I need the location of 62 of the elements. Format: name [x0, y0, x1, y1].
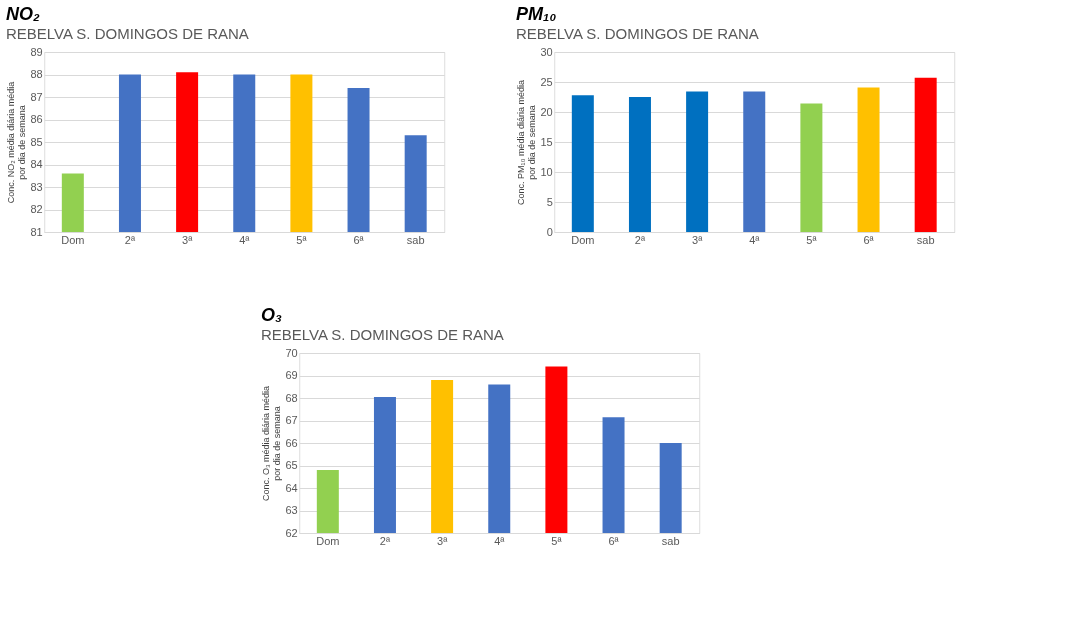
x-tick-label: 5ª — [551, 534, 563, 547]
y-tick-label: 66 — [285, 436, 298, 449]
chart-title: PM₁₀ — [516, 4, 557, 24]
y-tick-label: 30 — [540, 45, 553, 58]
y-axis-title: Conc. O₃ média diária média por dia de semana — [260, 385, 282, 502]
y-tick-label: 20 — [540, 105, 553, 118]
y-tick-label: 63 — [285, 504, 298, 516]
y-tick-label: 86 — [30, 113, 43, 125]
y-tick-label: 87 — [30, 90, 43, 103]
x-tick-label: 3ª — [437, 534, 449, 547]
chart-title: NO₂ — [6, 4, 41, 24]
bar — [857, 87, 880, 232]
y-tick-label: 82 — [30, 203, 43, 215]
y-tick-label: 0 — [546, 225, 553, 238]
x-tick-label: 2ª — [379, 534, 391, 547]
y-tick-label: 84 — [30, 158, 43, 170]
y-tick-label: 25 — [540, 75, 553, 88]
y-tick-label: 68 — [285, 391, 298, 404]
bar — [800, 103, 823, 232]
x-tick-label: 3ª — [692, 233, 704, 246]
y-tick-label: 15 — [540, 135, 553, 148]
bar — [914, 77, 937, 232]
y-tick-label: 81 — [30, 225, 43, 238]
x-tick-label: 6ª — [353, 233, 365, 246]
x-tick-label: sab — [661, 534, 680, 547]
bar — [743, 91, 766, 232]
y-tick-label: 89 — [30, 45, 43, 58]
y-tick-label: 64 — [285, 481, 298, 494]
x-tick-label: 6ª — [608, 534, 620, 547]
y-tick-label: 69 — [285, 369, 298, 381]
y-tick-label: 88 — [30, 68, 43, 80]
bar — [571, 95, 594, 232]
y-tick-label: 10 — [540, 165, 553, 178]
y-axis-title: Conc. PM₁₀ média diária média por dia de semana — [515, 80, 537, 205]
y-tick-label: 5 — [546, 195, 553, 208]
x-tick-label: 4ª — [239, 233, 251, 246]
bar — [686, 91, 709, 232]
chart-title: O₃ — [261, 305, 283, 325]
x-tick-label: sab — [406, 233, 425, 246]
x-tick-label: 2ª — [634, 233, 646, 246]
x-tick-label: 4ª — [749, 233, 761, 246]
chart-subtitle: REBELVA S. DOMINGOS DE RANA — [516, 25, 759, 42]
y-axis-title: Conc. NO₂ média diária média por dia de semana — [5, 81, 27, 204]
x-tick-label: Dom — [316, 534, 340, 547]
chart-subtitle: REBELVA S. DOMINGOS DE RANA — [261, 326, 504, 343]
x-tick-label: Dom — [571, 233, 595, 246]
x-tick-label: sab — [916, 233, 935, 246]
y-tick-label: 65 — [285, 459, 298, 471]
x-tick-label: 4ª — [494, 534, 506, 547]
x-tick-label: Dom — [61, 233, 85, 246]
x-tick-label: 6ª — [863, 233, 875, 246]
y-tick-label: 67 — [285, 414, 298, 426]
x-tick-label: 2ª — [124, 233, 136, 246]
bar — [628, 97, 651, 232]
x-tick-label: 5ª — [296, 233, 308, 246]
y-tick-label: 62 — [285, 526, 298, 539]
chart-subtitle: REBELVA S. DOMINGOS DE RANA — [6, 25, 249, 42]
x-tick-label: 3ª — [182, 233, 194, 246]
y-tick-label: 70 — [285, 346, 298, 359]
y-tick-label: 83 — [30, 180, 43, 193]
y-tick-label: 85 — [30, 135, 43, 148]
x-tick-label: 5ª — [806, 233, 818, 246]
